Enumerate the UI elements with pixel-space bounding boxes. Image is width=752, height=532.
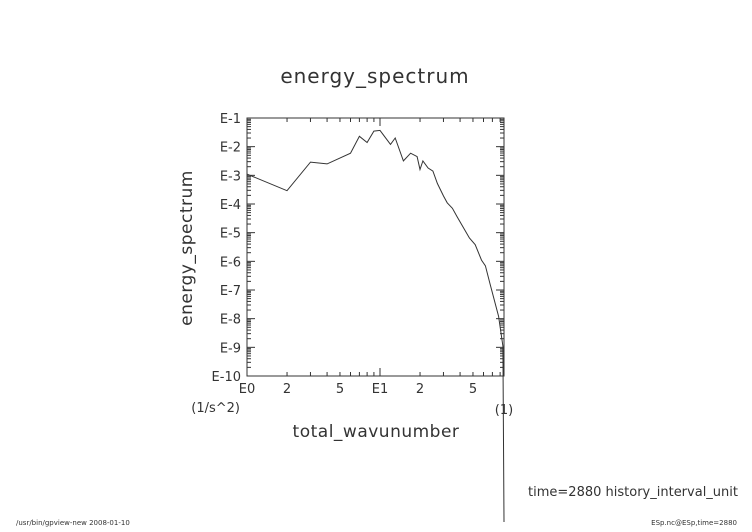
footer-right: ESp.nc@ESp,time=2880 xyxy=(651,519,737,527)
y-tick-label: E-8 xyxy=(220,313,241,328)
y-tick-label: E-2 xyxy=(220,141,241,156)
x-tick-label: 2 xyxy=(283,382,291,397)
series-line xyxy=(246,129,505,523)
y-tick-label: E-5 xyxy=(220,227,241,242)
y-tick-label: E-10 xyxy=(212,370,241,385)
x-tick-label: E1 xyxy=(372,382,389,397)
y-tick-label: E-6 xyxy=(220,255,241,270)
y-axis-label: energy_spectrum xyxy=(177,170,197,326)
x-tick-label: 5 xyxy=(336,382,344,397)
chart-title: energy_spectrum xyxy=(280,64,469,88)
y-unit-label: (1/s^2) xyxy=(191,401,240,416)
y-tick-label: E-7 xyxy=(220,284,241,299)
plot-frame xyxy=(246,117,505,377)
x-axis-label: total_wavunumber xyxy=(293,422,460,442)
y-tick-label: E-4 xyxy=(220,198,241,213)
x-tick-label: 5 xyxy=(469,382,477,397)
footer-left: /usr/bin/gpview-new 2008-01-10 xyxy=(16,519,130,527)
y-tick-label: E-3 xyxy=(220,169,241,184)
series-group xyxy=(246,129,505,523)
y-tick-label: E-9 xyxy=(220,341,241,356)
x-tick-label: 2 xyxy=(416,382,424,397)
tick-labels: E0 2 5 E1 2 5 E-1 E-2 E-3 E-4 E-5 E-6 E-7 E-8 E-9 E-10 xyxy=(212,112,478,397)
x-tick-label: E0 xyxy=(239,382,256,397)
x-unit-label: (1) xyxy=(495,403,513,418)
y-tick-label: E-1 xyxy=(220,112,241,127)
axis-ticks xyxy=(246,117,504,377)
time-annotation: time=2880 history_interval_unit xyxy=(528,485,738,500)
